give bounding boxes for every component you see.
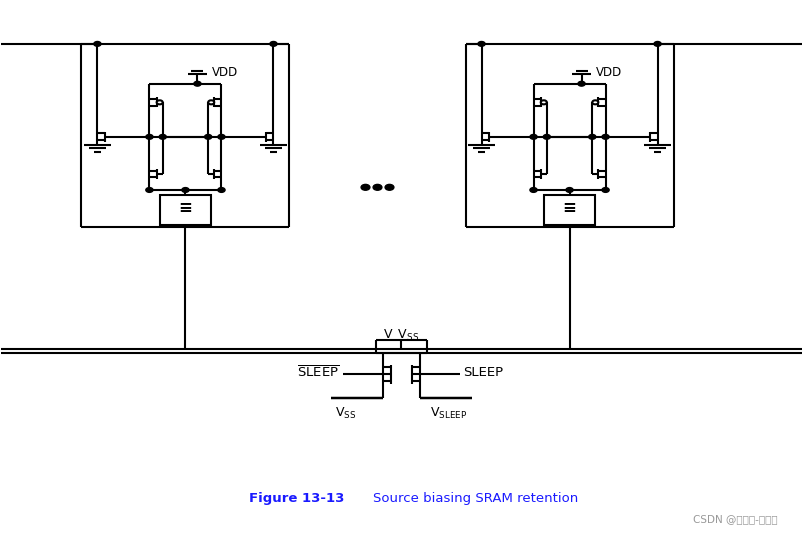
Circle shape (94, 42, 101, 46)
Text: $\overline{\rm SLEEP}$: $\overline{\rm SLEEP}$ (297, 365, 339, 380)
Bar (160, 195, 211, 224)
Circle shape (205, 135, 212, 139)
Text: V$_{\rm SS}$: V$_{\rm SS}$ (335, 406, 356, 421)
Text: CSDN @在路上-正出发: CSDN @在路上-正出发 (692, 514, 776, 524)
Circle shape (565, 187, 573, 192)
Text: ≡: ≡ (562, 199, 576, 217)
Bar (543, 195, 594, 224)
Circle shape (373, 184, 382, 190)
Circle shape (602, 135, 609, 139)
Circle shape (269, 42, 277, 46)
Circle shape (146, 135, 153, 139)
Text: VDD: VDD (595, 66, 622, 79)
Text: VDD: VDD (212, 66, 238, 79)
Circle shape (588, 135, 595, 139)
Text: SLEEP: SLEEP (463, 366, 503, 379)
Circle shape (529, 135, 537, 139)
Circle shape (181, 187, 188, 192)
Circle shape (385, 184, 394, 190)
Circle shape (159, 135, 166, 139)
Circle shape (577, 81, 585, 86)
Text: V_V$_{\rm SS}$: V_V$_{\rm SS}$ (383, 327, 419, 343)
Circle shape (217, 187, 225, 192)
Circle shape (602, 187, 609, 192)
Circle shape (477, 42, 484, 46)
Circle shape (361, 184, 370, 190)
Text: V$_{\rm SLEEP}$: V$_{\rm SLEEP}$ (430, 406, 467, 421)
Circle shape (653, 42, 660, 46)
Circle shape (208, 100, 214, 104)
Circle shape (193, 81, 200, 86)
Circle shape (217, 135, 225, 139)
Circle shape (529, 187, 537, 192)
Circle shape (146, 187, 153, 192)
Circle shape (542, 135, 549, 139)
Text: Source biasing SRAM retention: Source biasing SRAM retention (373, 492, 578, 505)
Circle shape (540, 100, 546, 104)
Text: Figure 13-13: Figure 13-13 (249, 492, 344, 505)
Circle shape (156, 100, 163, 104)
Text: ≡: ≡ (178, 199, 192, 217)
Circle shape (592, 100, 597, 104)
